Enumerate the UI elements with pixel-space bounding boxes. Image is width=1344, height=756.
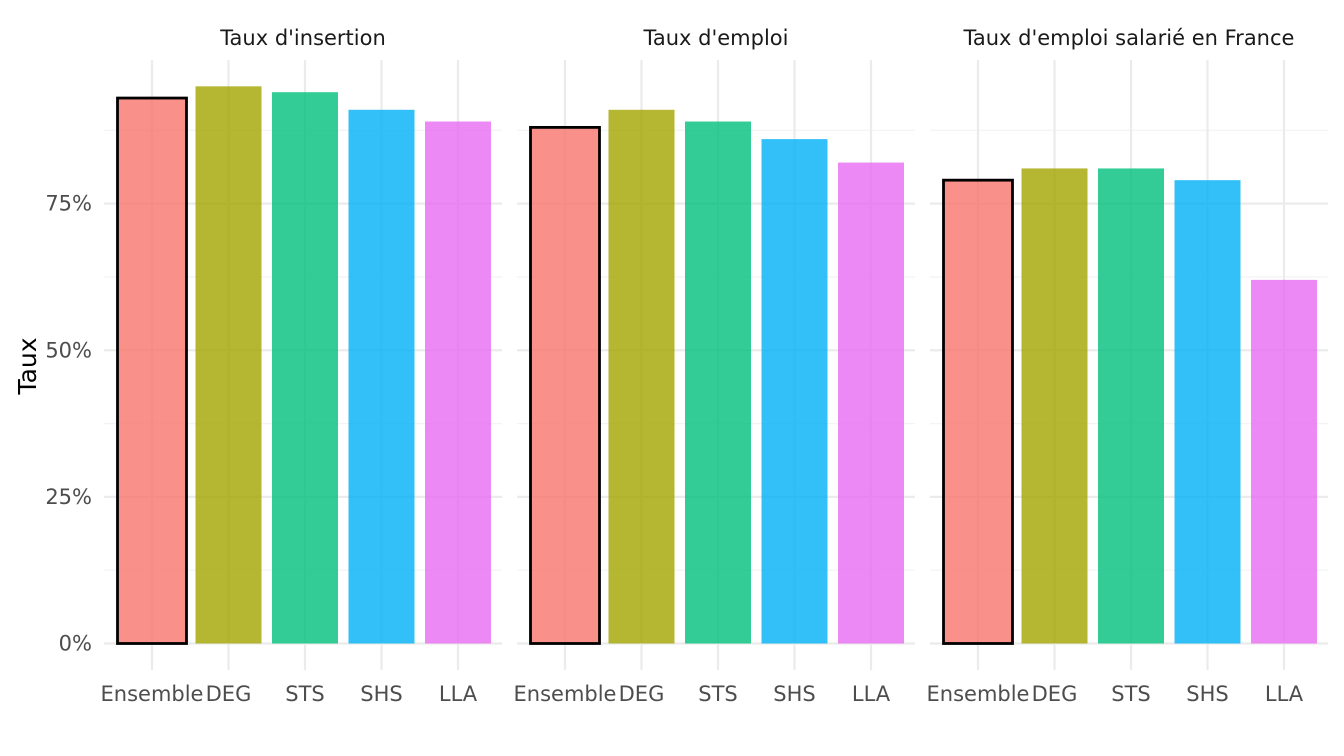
y-tick-label: 25%	[45, 485, 92, 509]
bar	[195, 86, 262, 644]
bar	[348, 109, 415, 644]
x-tick-label: LLA	[439, 682, 478, 706]
x-tick-label: LLA	[1265, 682, 1304, 706]
x-tick-label: Ensemble	[514, 682, 617, 706]
y-axis-title: Taux	[13, 337, 42, 395]
x-tick-label: STS	[698, 682, 738, 706]
facet-panel: Ensemble DEG STS SHS LLA Taux d'emploi salari…	[927, 26, 1328, 706]
bar	[1098, 168, 1164, 644]
bar	[116, 96, 188, 645]
bar	[608, 109, 675, 644]
y-tick-label: 75%	[45, 192, 92, 216]
bar	[1174, 180, 1241, 644]
bar	[529, 125, 601, 645]
facet-title: Taux d'insertion	[219, 26, 386, 50]
x-tick-label: Ensemble	[927, 682, 1030, 706]
bar	[425, 121, 491, 644]
x-tick-label: STS	[1111, 682, 1151, 706]
facet-panel: Ensemble DEG STS SHS LLA Taux d'emploi	[514, 26, 915, 706]
x-tick-label: SHS	[1186, 682, 1228, 706]
facet-title: Taux d'emploi salarié en France	[963, 26, 1295, 50]
bar	[761, 139, 828, 644]
x-tick-label: DEG	[1032, 682, 1078, 706]
bar	[838, 162, 904, 644]
x-tick-label: DEG	[206, 682, 252, 706]
y-tick-label: 50%	[45, 338, 92, 362]
x-tick-label: DEG	[619, 682, 665, 706]
x-tick-label: Ensemble	[101, 682, 204, 706]
facet-panel: Ensemble DEG STS SHS LLA Taux d'insertion	[101, 26, 502, 706]
bar	[272, 92, 338, 644]
bar	[942, 178, 1014, 645]
bar	[1021, 168, 1088, 644]
x-tick-label: SHS	[773, 682, 815, 706]
y-tick-label: 0%	[59, 632, 92, 656]
bar	[685, 121, 751, 644]
x-tick-label: SHS	[360, 682, 402, 706]
x-tick-label: STS	[285, 682, 325, 706]
facet-title: Taux d'emploi	[643, 26, 789, 50]
x-tick-label: LLA	[852, 682, 891, 706]
bar	[1251, 279, 1317, 644]
